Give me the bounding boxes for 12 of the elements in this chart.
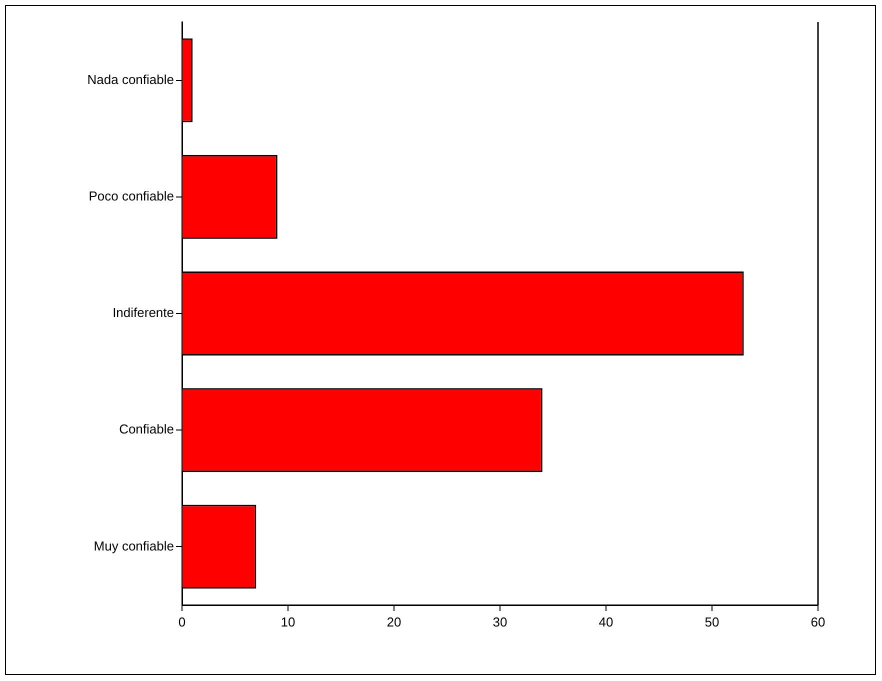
- x-tick-label: 0: [178, 614, 186, 630]
- y-tick-label: Muy confiable: [94, 538, 174, 554]
- y-tick-label: Indiferente: [112, 305, 174, 320]
- y-tick-label: Confiable: [119, 422, 174, 437]
- y-tick-label: Poco confiable: [88, 188, 174, 204]
- x-tick-label: 40: [598, 614, 614, 630]
- x-tick-label: 30: [492, 614, 508, 630]
- x-tick-label: 10: [280, 614, 296, 630]
- x-tick-label: 20: [386, 614, 402, 630]
- x-tick-label: 60: [810, 614, 826, 630]
- x-tick-label: 50: [704, 614, 720, 630]
- y-tick-label: Nada confiable: [87, 72, 174, 87]
